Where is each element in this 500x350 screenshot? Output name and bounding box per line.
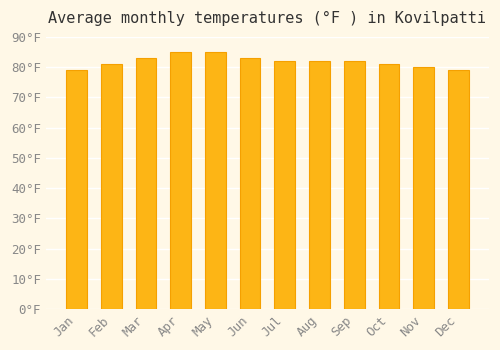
Bar xyxy=(448,70,469,309)
Bar xyxy=(309,61,330,309)
Bar xyxy=(66,70,87,309)
Title: Average monthly temperatures (°F ) in Kovilpatti: Average monthly temperatures (°F ) in Ko… xyxy=(48,11,486,26)
Bar xyxy=(378,64,400,309)
Bar xyxy=(136,58,156,309)
Bar xyxy=(344,61,364,309)
Bar xyxy=(274,61,295,309)
Bar xyxy=(101,64,121,309)
Bar xyxy=(413,67,434,309)
Bar xyxy=(240,58,260,309)
Bar xyxy=(205,52,226,309)
Bar xyxy=(170,52,191,309)
